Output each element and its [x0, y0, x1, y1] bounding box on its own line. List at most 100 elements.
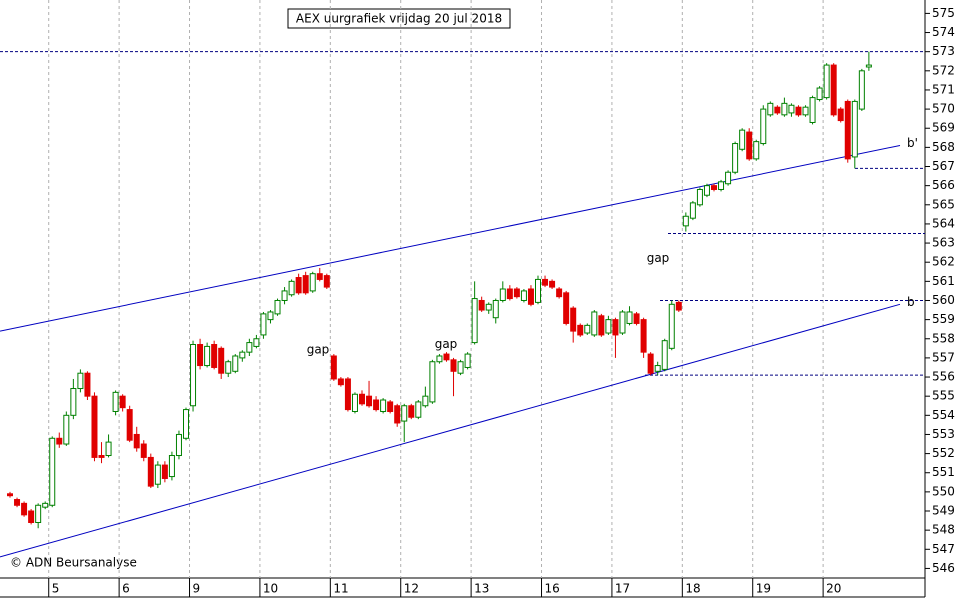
candle-body [809, 97, 816, 123]
x-tick-label: 11 [333, 582, 348, 596]
candle-body [140, 443, 147, 458]
candle-body [563, 292, 570, 324]
y-tick-label: 553 [932, 427, 955, 441]
candle-body [14, 499, 21, 506]
y-tick-label: 575 [932, 6, 955, 20]
candle-body [492, 299, 499, 319]
candle-body [746, 131, 753, 160]
candle-body [703, 185, 710, 196]
trend-line [0, 303, 901, 558]
y-tick-label: 572 [932, 63, 955, 77]
candle-body [7, 493, 13, 497]
candle-body [288, 280, 295, 296]
candle-body [330, 355, 337, 380]
candle-body [457, 361, 464, 374]
candle-body [429, 361, 436, 403]
candle-body [161, 464, 168, 479]
y-tick-label: 562 [932, 255, 955, 269]
y-tick-label: 558 [932, 331, 955, 345]
candle-body [316, 273, 323, 280]
candle-body [77, 372, 84, 390]
candle-body [689, 202, 696, 219]
x-tick-label: 20 [826, 582, 841, 596]
y-tick-label: 570 [932, 102, 955, 116]
x-tick-label: 18 [685, 582, 700, 596]
candle-body [225, 361, 232, 374]
candle-body [387, 401, 394, 412]
candle-body [302, 275, 309, 294]
candle-body [711, 185, 717, 190]
candle-body [499, 288, 506, 301]
candle-body [633, 313, 640, 324]
candle-body [732, 143, 739, 173]
title-box [287, 8, 511, 29]
candle-body [865, 64, 872, 68]
candle-body [542, 278, 549, 286]
candle-body [718, 181, 725, 190]
candle-body [394, 405, 401, 424]
candle-body [42, 502, 49, 508]
candle-body [506, 288, 513, 300]
candle-body [253, 338, 260, 347]
y-tick-label: 560 [932, 293, 955, 307]
candle-body [619, 311, 626, 334]
y-tick-label: 567 [932, 159, 955, 173]
source: © ADN Beursanalyse [10, 556, 137, 570]
annotation: gap [307, 343, 330, 357]
candle-body [802, 106, 809, 116]
candle-body [274, 299, 281, 315]
x-tick-label: 17 [615, 582, 630, 596]
candle-body [401, 405, 408, 422]
candle-body [204, 345, 211, 367]
candle-body [788, 104, 795, 114]
candle-body [654, 365, 661, 372]
candle-body [49, 437, 56, 506]
candle-body [119, 395, 126, 409]
candle-body [133, 433, 140, 449]
candle-body [513, 288, 520, 298]
candle-body [70, 388, 77, 416]
candle-body [211, 344, 218, 368]
candle-body [823, 64, 830, 99]
y-tick-label: 565 [932, 197, 955, 211]
trend-label: b [907, 295, 915, 309]
candle-body [323, 275, 330, 288]
x-tick-label: 5 [52, 582, 60, 596]
candle-body [246, 342, 253, 353]
y-tick-label: 547 [932, 542, 955, 556]
candle-body [795, 106, 802, 116]
candle-body [21, 502, 28, 516]
candle-body [359, 393, 365, 405]
candle-body [239, 351, 246, 359]
candle-body [218, 347, 225, 374]
candle-body [549, 280, 556, 288]
candle-body [408, 405, 415, 418]
candle-body [105, 441, 112, 457]
candle-body [84, 372, 91, 397]
candle-body [175, 433, 182, 457]
y-tick-label: 550 [932, 484, 955, 498]
candle-body [168, 455, 175, 478]
candle-body [577, 324, 584, 336]
y-tick-label: 554 [932, 408, 955, 422]
candle-body [56, 437, 63, 445]
candle-body [344, 378, 351, 411]
candle-body [373, 399, 380, 411]
annotation: gap [647, 251, 670, 265]
candle-body [570, 307, 577, 332]
y-tick-label: 564 [932, 216, 955, 230]
candle-body [675, 301, 682, 311]
candle-body [91, 395, 98, 458]
candle-body [366, 395, 373, 407]
y-tick-label: 555 [932, 389, 955, 403]
y-tick-label: 549 [932, 504, 955, 518]
y-tick-label: 548 [932, 523, 955, 537]
candle-body [190, 344, 197, 407]
y-tick-label: 569 [932, 121, 955, 135]
annotation: gap [435, 337, 458, 351]
candle-body [858, 70, 865, 110]
candle-body [647, 353, 654, 374]
candle-body [584, 324, 591, 334]
candle-body [295, 277, 302, 294]
y-tick-label: 561 [932, 274, 955, 288]
